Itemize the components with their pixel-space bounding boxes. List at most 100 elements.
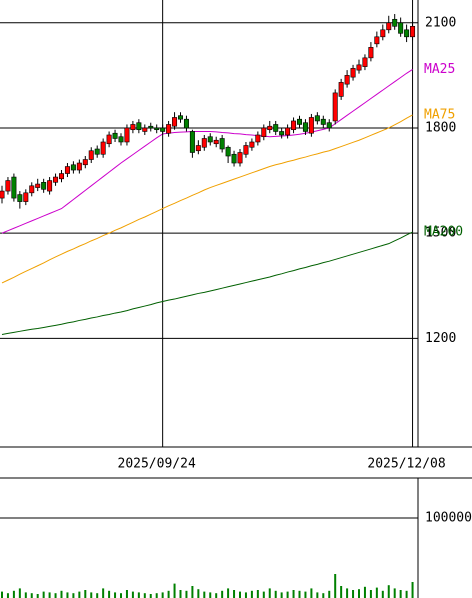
candle-body	[160, 127, 166, 132]
volume-bar	[120, 593, 122, 598]
volume-bar	[12, 590, 15, 598]
volume-bar	[185, 590, 188, 598]
volume-bar	[78, 591, 81, 598]
volume-bar	[304, 591, 307, 598]
candle-body	[249, 141, 255, 148]
volume-bar	[155, 593, 158, 598]
candle-body	[350, 68, 356, 78]
ma-line	[1, 68, 413, 234]
candle-body	[172, 117, 178, 127]
candle-body	[53, 176, 59, 183]
candle-body	[320, 118, 326, 125]
volume-bar	[292, 590, 295, 598]
candle-body	[35, 183, 41, 188]
volume-bar	[60, 590, 63, 598]
volume-bar	[381, 590, 384, 598]
candle-body	[326, 122, 332, 129]
candle-body	[23, 192, 29, 202]
candle-body	[285, 127, 291, 136]
candle-body	[392, 18, 398, 27]
volume-bar	[102, 588, 105, 598]
volume-bar	[405, 590, 408, 598]
candle-body	[338, 82, 344, 97]
candle-body	[296, 118, 302, 125]
y-tick-label: 100000	[425, 511, 472, 526]
volume-bar	[358, 589, 360, 598]
candle-body	[213, 139, 219, 145]
candle-body	[11, 176, 17, 199]
candle-body	[130, 124, 136, 131]
volume-bar	[173, 583, 176, 598]
legend-label: MA75	[424, 107, 455, 122]
volume-bar	[108, 590, 111, 598]
candle-body	[386, 22, 392, 31]
volume-bar	[363, 586, 366, 598]
volume-bar	[6, 593, 9, 598]
candle-body	[237, 152, 243, 164]
volume-bar	[209, 592, 212, 598]
volume-bar	[375, 587, 378, 598]
candle-body	[183, 118, 189, 129]
volume-bar	[24, 592, 27, 598]
y-tick-label: 2100	[425, 15, 456, 30]
volume-bar	[298, 590, 301, 598]
candle-body	[362, 57, 368, 67]
volume-bar	[167, 590, 170, 598]
candle-body	[261, 127, 267, 138]
volume-bar	[346, 588, 349, 598]
candle-body	[314, 115, 320, 122]
volume-bar	[274, 590, 277, 598]
volume-bar	[161, 592, 164, 598]
volume-bar	[334, 574, 337, 598]
volume-bar	[250, 590, 253, 598]
candle-body	[225, 146, 231, 157]
legend-label: MA200	[424, 225, 463, 240]
volume-bar	[322, 593, 325, 598]
candle-body	[124, 127, 130, 143]
volume-bar	[179, 590, 182, 598]
y-tick-label: 1800	[425, 120, 456, 135]
candle-body	[356, 64, 362, 71]
volume-bar	[352, 590, 355, 598]
candle-body	[70, 164, 76, 171]
candle-body	[88, 150, 94, 160]
volume-bar	[66, 592, 69, 598]
volume-bar	[369, 590, 372, 598]
candle-body	[178, 115, 184, 120]
volume-bar	[90, 592, 93, 598]
volume-bar	[244, 592, 247, 598]
candle-body	[58, 173, 64, 180]
candle-body	[47, 180, 53, 192]
candle-body	[374, 36, 380, 45]
volume-bar	[114, 592, 117, 598]
candle-body	[5, 180, 11, 192]
candle-body	[308, 117, 314, 134]
volume-bar	[340, 586, 343, 598]
candle-body	[368, 47, 374, 59]
volume-bar	[399, 590, 402, 598]
candle-body	[0, 190, 5, 199]
volume-bar	[221, 590, 224, 598]
candle-body	[410, 25, 416, 38]
candle-body	[267, 125, 273, 131]
candle-body	[142, 127, 148, 132]
volume-bar	[1, 591, 3, 598]
volume-bar	[203, 591, 206, 598]
candle-body	[154, 127, 160, 131]
candle-body	[332, 92, 338, 122]
ma-line	[1, 114, 413, 284]
volume-bar	[72, 593, 75, 598]
volume-bar	[84, 590, 87, 598]
volume-bar	[256, 590, 259, 598]
candle-body	[231, 153, 237, 164]
candle-body	[82, 159, 88, 166]
candle-body	[17, 194, 23, 202]
volume-bar	[411, 582, 414, 598]
volume-bar	[393, 588, 396, 598]
candle-body	[302, 122, 308, 132]
volume-bar	[30, 593, 33, 598]
volume-bar	[233, 590, 236, 598]
volume-bar	[286, 591, 289, 598]
candle-body	[100, 141, 106, 155]
volume-bar	[125, 590, 128, 598]
